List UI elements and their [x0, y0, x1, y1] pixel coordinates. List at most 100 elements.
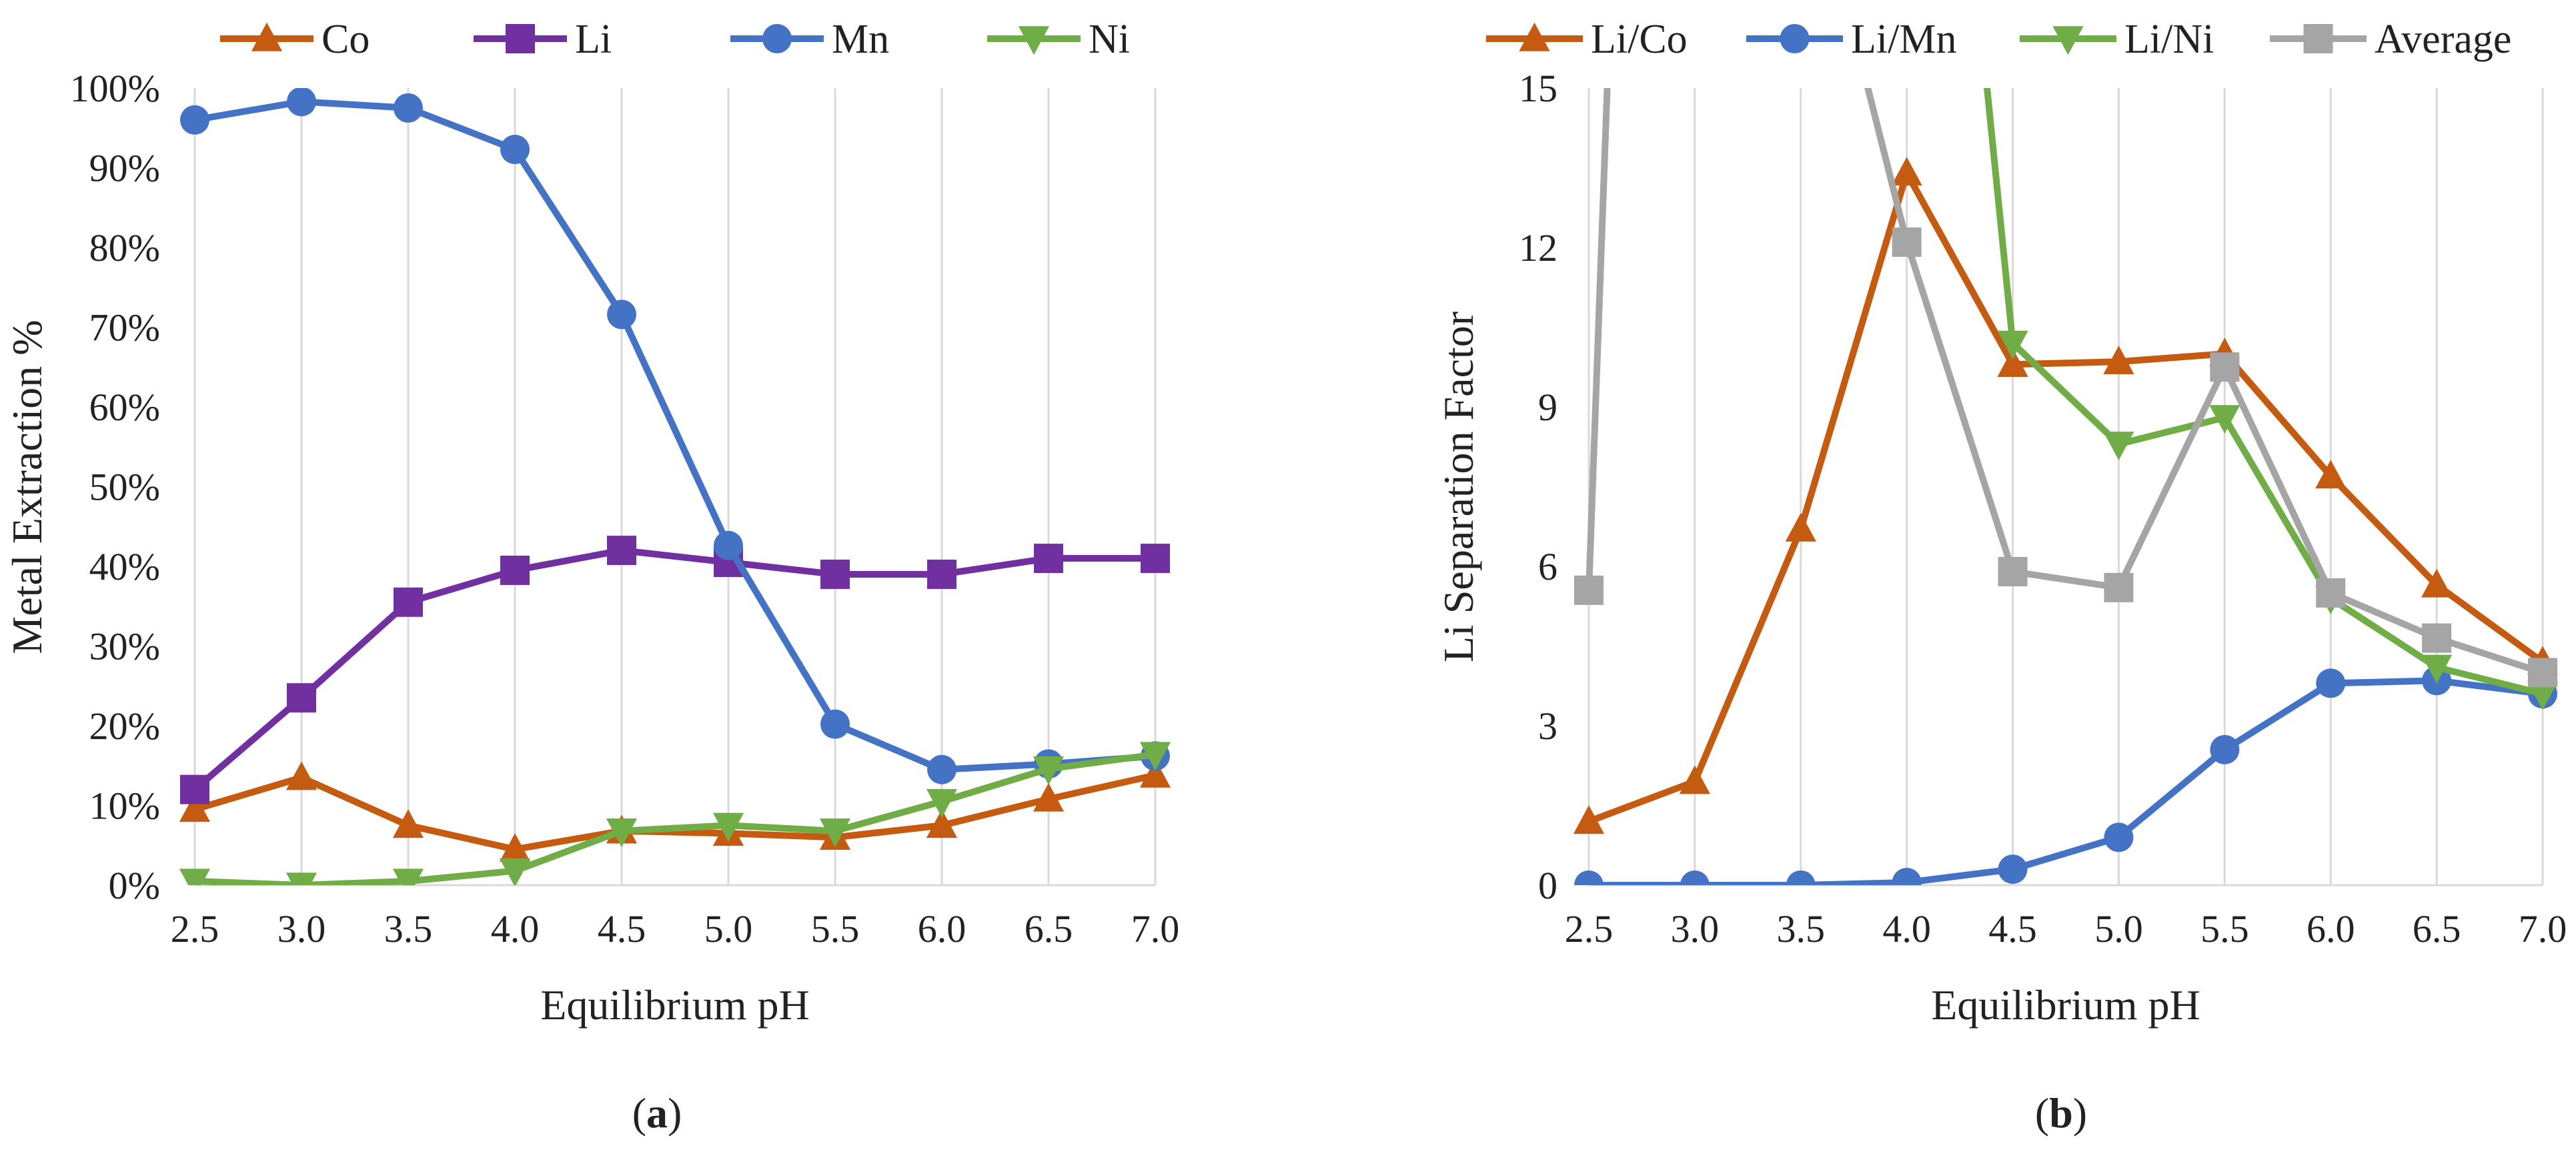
x-tick-label: 2.5 — [171, 907, 219, 951]
y-tick-label: 15 — [1519, 67, 1557, 110]
data-point-ni — [606, 818, 638, 847]
series-line-li-co — [1587, 169, 2545, 825]
x-tick-label: 6.5 — [2413, 907, 2461, 951]
data-point-ni — [285, 872, 317, 885]
data-point-ni — [926, 788, 958, 818]
data-point-li — [1141, 544, 1170, 574]
chart-panel-a: 0% 10% 20% 30% 40% 50% 60% 70% 80% 90% 100% 2.5 3.0 3… — [3, 17, 1179, 1137]
y-tick-label: 100% — [70, 67, 160, 110]
data-point-li — [927, 559, 956, 589]
data-point-ni — [179, 868, 211, 885]
data-point-average — [1892, 227, 1922, 257]
data-point-li-mn — [2316, 668, 2346, 698]
data-point-ni — [1139, 742, 1171, 771]
panel-caption-letter: a — [646, 1089, 668, 1137]
y-tick-label: 9 — [1538, 386, 1557, 429]
y-tick-label: 60% — [89, 386, 160, 429]
data-point-mn — [820, 709, 850, 739]
legend-item-ni: Ni — [987, 17, 1130, 62]
legend-item-li: Li — [474, 17, 612, 62]
y-axis-title: Metal Extraction % — [3, 320, 51, 654]
data-point-ni — [712, 812, 744, 842]
data-point-ni — [819, 818, 851, 847]
panel-caption: (b) — [2035, 1089, 2087, 1137]
data-point-li — [180, 774, 209, 804]
x-tick-label: 5.0 — [704, 907, 753, 951]
series-line-mn — [194, 98, 1156, 773]
series-line-average — [1585, 88, 2544, 676]
legend-label: Li/Mn — [1851, 17, 1956, 62]
data-point-li-mn — [1892, 868, 1922, 885]
data-point-li — [607, 536, 636, 566]
data-point-average — [2104, 572, 2134, 602]
x-tick-label: 4.5 — [1988, 907, 2037, 951]
y-tick-label: 0% — [109, 864, 160, 907]
data-point-average — [2316, 578, 2346, 608]
data-point-average — [1574, 575, 1603, 605]
data-point-li-mn — [1786, 870, 1816, 885]
legend-item-li-co: Li/Co — [1486, 17, 1688, 62]
data-point-co — [499, 833, 531, 862]
data-point-li-co — [1573, 805, 1605, 834]
data-point-li — [820, 559, 850, 589]
plot-area — [179, 88, 1171, 885]
data-point-li-co — [1997, 348, 2028, 377]
y-axis-title: Li Separation Factor — [1435, 312, 1482, 662]
legend-marker — [251, 22, 283, 51]
legend-marker — [2303, 24, 2333, 53]
data-point-li — [287, 683, 316, 713]
data-point-li-co — [1891, 157, 1922, 186]
data-point-mn — [714, 530, 743, 560]
x-tick-label: 5.5 — [811, 907, 860, 951]
x-axis-title: Equilibrium pH — [1931, 981, 2200, 1029]
data-point-mn — [394, 93, 423, 123]
y-tick-label: 3 — [1538, 704, 1557, 748]
legend-marker — [762, 24, 792, 53]
data-point-li-ni — [2103, 432, 2134, 460]
legend-label: Li/Co — [1591, 17, 1688, 62]
data-point-li — [500, 555, 530, 585]
data-point-mn — [500, 135, 530, 165]
data-point-li-mn — [2104, 822, 2134, 852]
legend-item-li-ni: Li/Ni — [2020, 17, 2214, 62]
x-axis-title: Equilibrium pH — [540, 981, 810, 1029]
data-point-li-co — [2315, 460, 2347, 489]
legend-label: Li/Ni — [2124, 17, 2214, 62]
data-point-li-co — [1785, 513, 1816, 542]
x-tick-label: 5.5 — [2200, 907, 2249, 951]
x-tick-label: 4.0 — [491, 907, 540, 951]
data-point-ni — [392, 868, 424, 885]
data-point-co — [1139, 758, 1171, 788]
data-point-average — [2422, 623, 2452, 653]
data-point-li-mn — [1574, 870, 1603, 885]
x-tick-label: 2.5 — [1565, 907, 1614, 951]
legend-label: Average — [2375, 17, 2511, 62]
data-point-li-ni — [2209, 405, 2240, 434]
legend-label: Ni — [1089, 17, 1130, 62]
data-point-average — [2528, 658, 2557, 688]
data-point-average — [1998, 556, 2028, 586]
x-tick-label: 3.5 — [1777, 907, 1826, 951]
legend-item-average: Average — [2270, 17, 2511, 62]
data-point-ni — [1033, 756, 1065, 785]
y-tick-label: 10% — [89, 784, 160, 828]
series-line-li — [192, 547, 1155, 792]
series-line-li-mn — [1589, 677, 2543, 885]
data-point-li-co — [1679, 765, 1710, 794]
data-point-mn — [180, 105, 209, 135]
y-tick-label: 90% — [89, 147, 160, 190]
data-point-li-mn — [1998, 854, 2028, 885]
x-tick-label: 3.0 — [277, 907, 326, 951]
data-point-co — [179, 793, 211, 822]
panel-caption: (a) — [632, 1089, 682, 1137]
legend-marker — [1018, 26, 1050, 55]
data-point-li-mn — [1680, 870, 1710, 885]
y-tick-label: 50% — [89, 466, 160, 509]
data-point-co — [926, 809, 958, 838]
data-point-co — [285, 761, 317, 790]
x-tick-label: 6.5 — [1025, 907, 1073, 951]
legend-marker — [1519, 22, 1550, 51]
data-point-co — [392, 809, 424, 838]
